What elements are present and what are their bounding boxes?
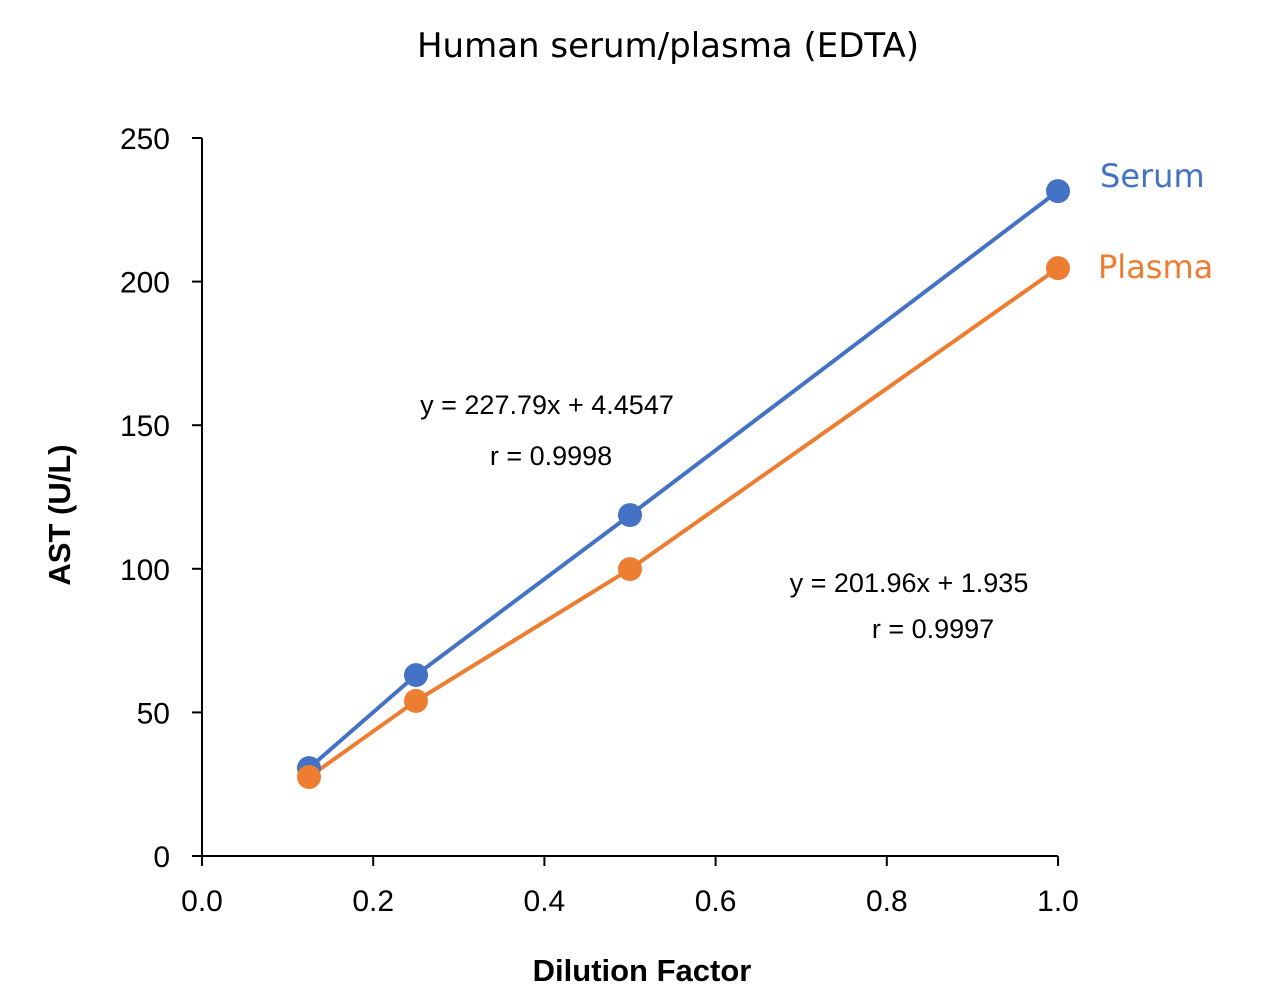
plasma-point <box>1046 256 1070 281</box>
serum-equation: y = 227.79x + 4.4547 <box>420 390 674 420</box>
plasma-r: r = 0.9997 <box>872 614 994 644</box>
plasma-point <box>618 557 642 582</box>
x-axis-label: Dilution Factor <box>533 953 752 988</box>
y-tick-label: 250 <box>120 123 170 156</box>
plasma-line <box>307 266 1060 779</box>
serum-r: r = 0.9998 <box>490 441 612 471</box>
y-tick-label: 200 <box>120 267 170 300</box>
y-axis-label: AST (U/L) <box>42 444 77 585</box>
serum-line <box>307 189 1060 770</box>
y-tick-label: 100 <box>120 554 170 587</box>
legend-plasma: Plasma <box>1098 248 1213 286</box>
plasma-point <box>404 688 428 713</box>
x-tick-label: 1.0 <box>1037 885 1079 918</box>
serum-point <box>618 503 642 528</box>
serum-point <box>1046 179 1070 204</box>
x-tick-label: 0.2 <box>352 885 394 918</box>
serum-point <box>404 663 428 688</box>
plasma-point <box>297 765 321 790</box>
x-tick-label: 0.4 <box>524 885 566 918</box>
legend-serum: Serum <box>1100 157 1205 195</box>
x-tick-label: 0.8 <box>866 885 908 918</box>
x-tick-label: 0.6 <box>695 885 737 918</box>
plasma-equation: y = 201.96x + 1.935 <box>790 568 1029 598</box>
chart-title: Human serum/plasma (EDTA) <box>417 26 919 66</box>
y-tick-label: 150 <box>120 410 170 443</box>
x-tick-label: 0.0 <box>181 885 223 918</box>
y-tick-label: 50 <box>137 697 170 730</box>
y-tick-label: 0 <box>153 841 170 874</box>
